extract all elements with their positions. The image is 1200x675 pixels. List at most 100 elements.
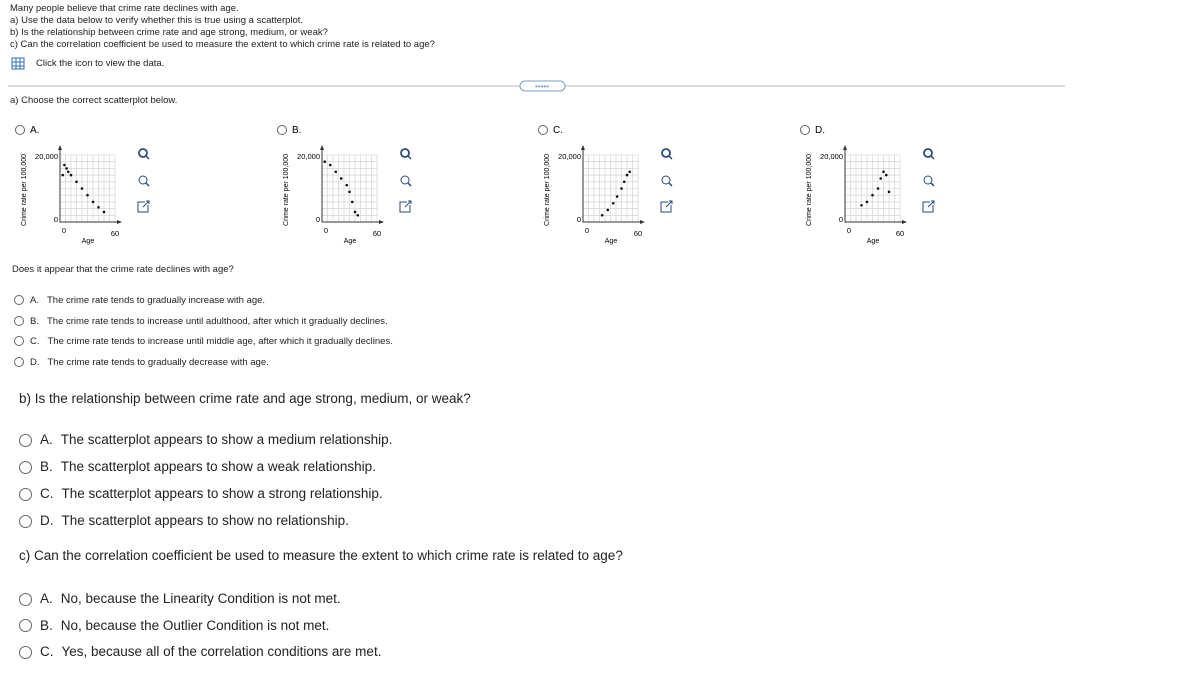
plot-dot xyxy=(860,203,863,207)
plot-dot xyxy=(356,214,360,217)
option-letter: B. xyxy=(30,315,39,327)
x-axis-label: Age xyxy=(82,238,95,245)
plot-dot xyxy=(345,183,349,187)
y-axis-label: Crime rate per 100,000 xyxy=(283,154,290,226)
plot-dot xyxy=(876,187,880,190)
plot-axes xyxy=(844,146,906,223)
plot-axes xyxy=(321,146,383,223)
radio[interactable] xyxy=(14,295,24,306)
option[interactable]: A. The crime rate tends to gradually incr… xyxy=(14,295,265,306)
plot-dot xyxy=(61,173,65,177)
axis-arrows xyxy=(581,145,645,224)
zoom-in-icon[interactable] xyxy=(400,148,410,158)
option-text: The scatterplot appears to show no relat… xyxy=(61,513,349,528)
y-tick-label: 0 xyxy=(54,215,58,224)
option[interactable]: B. The crime rate tends to increase until… xyxy=(14,316,388,327)
option-text: The crime rate tends to increase until a… xyxy=(46,315,388,327)
plot-axes xyxy=(582,146,644,223)
expand-button[interactable] xyxy=(519,80,566,92)
radio[interactable] xyxy=(800,125,810,135)
popout-icon[interactable] xyxy=(660,200,673,213)
radio[interactable] xyxy=(15,125,25,135)
part-a-question: Does it appear that the crime rate decli… xyxy=(12,264,234,275)
zoom-in-icon[interactable] xyxy=(661,148,671,158)
option[interactable]: B. The scatterplot appears to show a weak… xyxy=(19,459,376,474)
plot-dot xyxy=(625,173,629,177)
y-axis-label: Crime rate per 100,000 xyxy=(806,154,813,226)
x-tick-label: 60 xyxy=(634,229,642,238)
radio[interactable] xyxy=(19,433,32,447)
option-letter: B. xyxy=(40,617,53,633)
axis-arrows xyxy=(843,145,907,224)
x-axis-label: Age xyxy=(605,238,618,245)
plot-dot xyxy=(102,210,106,214)
intro-line: c) Can the correlation coefficient be us… xyxy=(10,39,435,50)
radio[interactable] xyxy=(19,592,32,606)
popout-icon[interactable] xyxy=(922,200,935,213)
plot-dot xyxy=(328,163,332,167)
popout-icon[interactable] xyxy=(399,200,412,213)
zoom-out-icon[interactable] xyxy=(923,175,933,185)
radio[interactable] xyxy=(19,619,32,633)
plot-dot xyxy=(75,180,78,184)
plot-option-letter: C. xyxy=(553,125,563,136)
option-letter: D. xyxy=(40,513,54,528)
plot-dot xyxy=(86,193,89,197)
data-link[interactable]: Click the icon to view the data. xyxy=(36,58,165,69)
data-icon-grid xyxy=(12,58,24,69)
radio[interactable] xyxy=(14,356,24,367)
plot-dot xyxy=(97,205,100,209)
intro-line: Many people believe that crime rate decl… xyxy=(10,3,239,14)
plot-dot xyxy=(620,187,623,190)
plot-dot xyxy=(871,193,874,197)
zoom-out-icon[interactable] xyxy=(661,175,671,185)
zoom-in-icon[interactable] xyxy=(138,148,148,158)
plot-dot xyxy=(334,170,338,174)
radio[interactable] xyxy=(19,487,32,501)
plot-option-letter: A. xyxy=(30,125,39,136)
option[interactable]: D. The crime rate tends to gradually decr… xyxy=(14,357,269,368)
x-tick-label: 60 xyxy=(373,229,381,238)
option[interactable]: C. The crime rate tends to increase until… xyxy=(14,336,393,347)
data-icon[interactable] xyxy=(11,57,25,70)
x-axis-label: Age xyxy=(344,238,357,245)
option[interactable]: A. The scatterplot appears to show a medi… xyxy=(19,432,392,447)
radio[interactable] xyxy=(19,645,32,659)
y-tick-label: 20,000 xyxy=(35,152,58,161)
axis-arrows xyxy=(58,145,122,224)
radio[interactable] xyxy=(19,460,32,474)
zoom-out-icon[interactable] xyxy=(138,175,148,185)
radio[interactable] xyxy=(14,336,24,347)
y-tick-label: 20,000 xyxy=(820,152,843,161)
radio[interactable] xyxy=(538,125,548,135)
radio[interactable] xyxy=(14,315,24,326)
zoom-in-icon[interactable] xyxy=(923,148,933,158)
plot-dot xyxy=(887,190,891,194)
option-text: The crime rate tends to increase until m… xyxy=(47,336,393,347)
plot-dot xyxy=(63,163,66,167)
x-tick-label: 60 xyxy=(896,229,904,238)
y-tick-label: 0 xyxy=(316,215,320,224)
option-letter: C. xyxy=(30,336,40,347)
plot-option-letter: D. xyxy=(815,125,825,136)
option[interactable]: D. The scatterplot appears to show no rel… xyxy=(19,513,349,528)
plot-axes xyxy=(59,146,121,223)
option[interactable]: C. Yes, because all of the correlation co… xyxy=(19,644,381,659)
option[interactable]: B. No, because the Outlier Condition is n… xyxy=(19,618,329,633)
zoom-handle xyxy=(407,155,412,160)
y-tick-label: 20,000 xyxy=(297,152,320,161)
zoom-out-icon[interactable] xyxy=(400,175,410,185)
zoom-handle xyxy=(930,155,935,160)
option[interactable]: A. No, because the Linearity Condition is… xyxy=(19,591,341,606)
plot-dot xyxy=(615,195,619,198)
plot-dot xyxy=(606,208,610,212)
zoom-handle xyxy=(407,182,412,187)
option-text: The scatterplot appears to show a weak r… xyxy=(60,459,376,474)
plot-dot xyxy=(350,200,354,204)
plot-dot xyxy=(91,200,95,204)
radio[interactable] xyxy=(19,514,32,528)
option[interactable]: C. The scatterplot appears to show a stro… xyxy=(19,486,383,501)
radio[interactable] xyxy=(277,125,287,135)
popout-icon[interactable] xyxy=(137,200,150,213)
option-text: The crime rate tends to gradually increa… xyxy=(46,295,266,306)
